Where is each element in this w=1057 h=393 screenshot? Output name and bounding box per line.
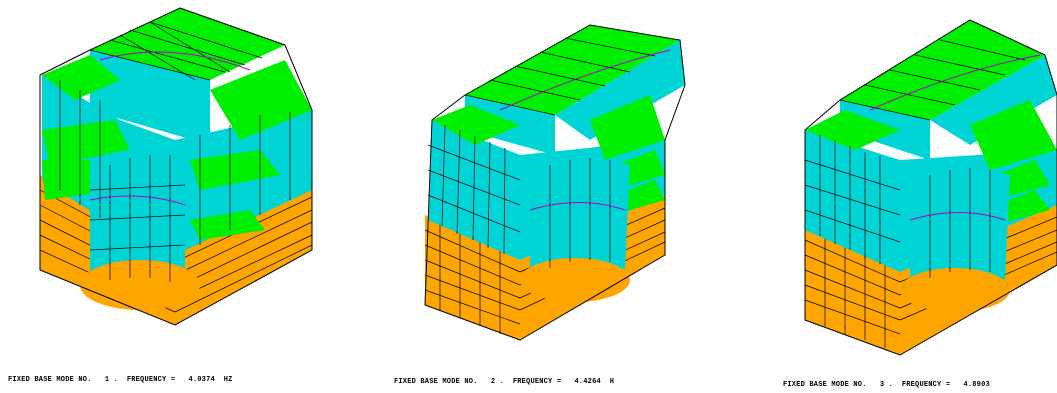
frequency-unit: HZ xyxy=(223,376,233,384)
cylinder-cut xyxy=(80,148,200,310)
caption-mode-3: FIXED BASE MODE NO. 3 . FREQUENCY = 4.89… xyxy=(783,381,990,389)
mode-label: FIXED BASE MODE NO. xyxy=(783,381,867,389)
mode-number: 1 xyxy=(104,376,110,384)
mode-number: 2 xyxy=(490,378,496,386)
caption-mode-1: FIXED BASE MODE NO. 1 . FREQUENCY = 4.03… xyxy=(8,376,233,384)
frequency-value: 4.4264 xyxy=(574,378,601,386)
cylinder-cut xyxy=(900,168,1010,312)
frequency-label: FREQUENCY = xyxy=(512,378,562,386)
mode-label: FIXED BASE MODE NO. xyxy=(8,376,92,384)
frequency-unit: H xyxy=(609,378,615,386)
frequency-label: FREQUENCY = xyxy=(901,381,951,389)
cylinder-cut xyxy=(520,158,630,302)
fe-model-mode-1 xyxy=(39,7,313,326)
frequency-value: 4.0374 xyxy=(188,376,215,384)
roof-slabs xyxy=(805,20,1057,230)
mode-number: 3 xyxy=(879,381,885,389)
fe-model-mode-3 xyxy=(804,19,1057,356)
mode-panel-1: FIXED BASE MODE NO. 1 . FREQUENCY = 4.03… xyxy=(0,0,340,393)
fe-model-mode-2 xyxy=(424,24,686,341)
mode-panel-2: FIXED BASE MODE NO. 2 . FREQUENCY = 4.42… xyxy=(380,0,700,393)
mode-panel-3: FIXED BASE MODE NO. 3 . FREQUENCY = 4.89… xyxy=(770,0,1057,393)
frequency-label: FREQUENCY = xyxy=(126,376,176,384)
frequency-value: 4.8903 xyxy=(963,381,990,389)
caption-mode-2: FIXED BASE MODE NO. 2 . FREQUENCY = 4.42… xyxy=(394,378,615,386)
mode-label: FIXED BASE MODE NO. xyxy=(394,378,478,386)
